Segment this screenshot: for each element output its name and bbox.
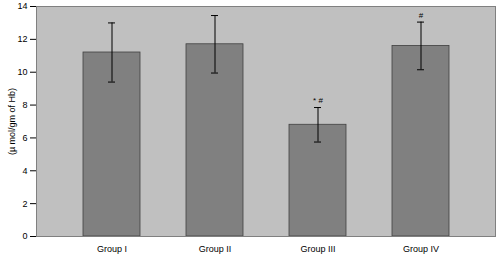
svg-text:8: 8 [22, 100, 27, 110]
svg-text:Group I: Group I [97, 244, 127, 254]
svg-text:Group II: Group II [199, 244, 232, 254]
svg-text:0: 0 [22, 231, 27, 241]
svg-text:(µ mol/gm of Hb): (µ mol/gm of Hb) [7, 88, 17, 155]
svg-text:2: 2 [22, 199, 27, 209]
svg-text:10: 10 [17, 67, 27, 77]
svg-text:* #: * # [313, 96, 323, 105]
svg-text:4: 4 [22, 166, 27, 176]
svg-text:6: 6 [22, 133, 27, 143]
svg-text:12: 12 [17, 34, 27, 44]
svg-text:Group III: Group III [300, 244, 335, 254]
svg-text:14: 14 [17, 1, 27, 11]
svg-text:#: # [419, 11, 424, 20]
svg-text:Group IV: Group IV [403, 244, 439, 254]
